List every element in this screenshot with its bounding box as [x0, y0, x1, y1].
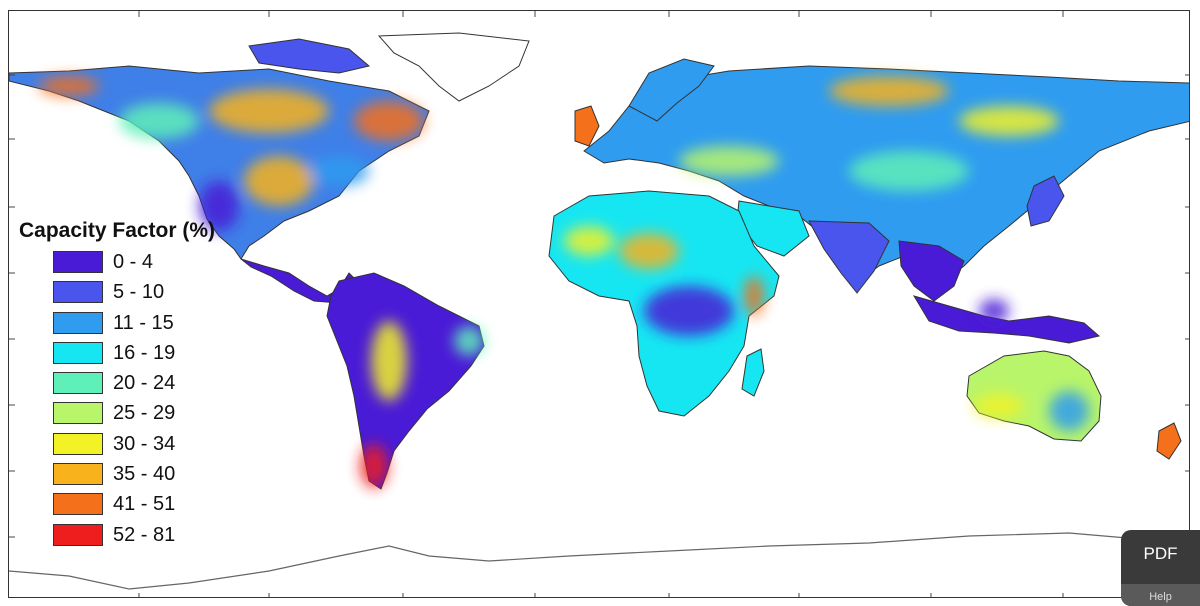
- legend-item: 5 - 10: [19, 279, 249, 309]
- legend-swatch: [53, 402, 103, 425]
- legend-item: 16 - 19: [19, 340, 249, 370]
- legend-item: 52 - 81: [19, 522, 249, 552]
- legend-label: 16 - 19: [113, 341, 176, 364]
- indian-subcontinent: [808, 220, 890, 294]
- madagascar: [741, 348, 765, 397]
- legend-label: 30 - 34: [113, 432, 176, 455]
- legend-label: 5 - 10: [113, 281, 165, 304]
- legend-swatch: [53, 341, 103, 364]
- great-britain: [574, 105, 600, 147]
- scandinavia: [628, 58, 715, 122]
- help-label[interactable]: Help: [1149, 591, 1172, 603]
- new-zealand: [1156, 422, 1182, 460]
- legend-label: 11 - 15: [113, 311, 174, 334]
- legend-label: 52 - 81: [113, 523, 176, 546]
- map-frame: Capacity Factor (%) 0 - 4 5 - 10 11 - 15…: [8, 10, 1190, 598]
- south-america: [326, 272, 485, 490]
- legend-swatch: [53, 251, 103, 273]
- legend-item: 0 - 4: [19, 249, 249, 279]
- legend-label: 25 - 29: [113, 402, 176, 425]
- greenland: [377, 32, 530, 102]
- japan: [1026, 175, 1065, 227]
- legend-label: 35 - 40: [113, 463, 176, 486]
- legend-item: 35 - 40: [19, 461, 249, 491]
- legend-swatch: [53, 372, 103, 395]
- legend-item: 30 - 34: [19, 431, 249, 461]
- legend-swatch: [53, 281, 103, 304]
- arctic-islands: [248, 38, 371, 74]
- legend-swatch: [53, 523, 103, 546]
- southeast-asia: [898, 240, 965, 302]
- antarctica-outline: [9, 532, 1189, 590]
- capacity-factor-shading: [39, 76, 1089, 488]
- pdf-widget[interactable]: PDF Help: [1121, 530, 1200, 606]
- world-capacity-factor-map: [9, 11, 1189, 597]
- legend-swatch: [53, 311, 103, 334]
- legend-item: 41 - 51: [19, 491, 249, 521]
- legend-item: 11 - 15: [19, 310, 249, 340]
- legend-label: 20 - 24: [113, 372, 176, 395]
- help-button[interactable]: Help: [1121, 584, 1200, 606]
- legend-rows: 0 - 4 5 - 10 11 - 15 16 - 19 20 - 24 25 …: [19, 249, 249, 552]
- legend-label: 41 - 51: [113, 493, 176, 516]
- legend-label: 0 - 4: [113, 251, 154, 273]
- indonesia: [912, 295, 1101, 344]
- legend-swatch: [53, 463, 103, 486]
- legend-title: Capacity Factor (%): [19, 219, 216, 242]
- legend-swatch: [53, 493, 103, 516]
- axis-ticks: [9, 11, 1189, 597]
- pdf-button[interactable]: PDF: [1143, 544, 1178, 563]
- legend: Capacity Factor (%) 0 - 4 5 - 10 11 - 15…: [19, 219, 249, 552]
- legend-item: 20 - 24: [19, 370, 249, 400]
- legend-item: 25 - 29: [19, 400, 249, 430]
- legend-swatch: [53, 432, 103, 455]
